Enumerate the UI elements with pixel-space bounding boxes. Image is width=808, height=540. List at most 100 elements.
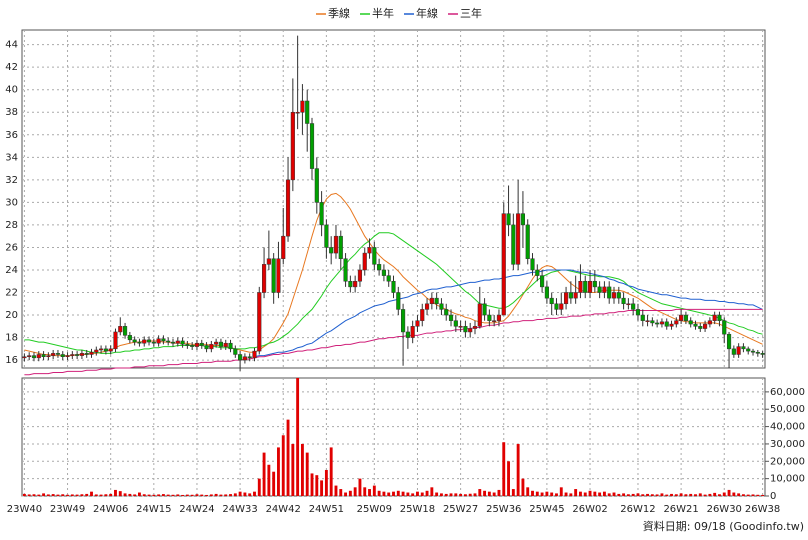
candle-body — [319, 202, 324, 226]
x-tick-label: 24W42 — [266, 504, 301, 515]
candle-body — [372, 247, 377, 265]
candle-body — [228, 342, 233, 350]
volume-bar — [497, 489, 501, 496]
volume-bar — [713, 492, 717, 496]
volume-bar — [46, 494, 50, 496]
candle-body — [209, 344, 214, 350]
candle-body — [357, 269, 363, 282]
volume-bar — [200, 494, 204, 496]
volume-bar — [291, 443, 295, 496]
volume-bar — [339, 489, 343, 496]
volume-bar — [70, 494, 74, 496]
volume-bar — [511, 489, 515, 496]
candle-body — [295, 111, 300, 114]
volume-bar — [579, 491, 582, 496]
volume-bar — [94, 494, 98, 496]
volume-bar — [296, 378, 300, 496]
volume-bar — [334, 485, 338, 496]
candle-body — [703, 323, 708, 329]
candle-body — [343, 258, 348, 282]
volume-bar — [128, 493, 132, 496]
volume-bar — [320, 480, 324, 496]
volume-bar — [593, 491, 597, 496]
volume-bar — [310, 473, 314, 496]
candle-body — [683, 314, 688, 321]
volume-bar — [727, 489, 731, 496]
volume-bar — [756, 494, 760, 496]
y2-tick-label: 60,000 — [770, 387, 805, 398]
volume-bar — [281, 435, 285, 496]
y-tick-label: 20 — [5, 310, 18, 321]
y-tick-label: 16 — [5, 355, 18, 366]
candle-body — [592, 280, 597, 288]
candle-body — [626, 303, 631, 306]
volume-bar — [564, 492, 568, 496]
candle-body — [722, 320, 727, 335]
candle-body — [194, 342, 200, 347]
volume-bar — [42, 493, 46, 496]
volume-bar — [602, 491, 606, 496]
volume-bar — [636, 493, 640, 496]
candle-body — [492, 320, 497, 322]
volume-bar — [209, 494, 213, 496]
candle-body — [362, 252, 367, 271]
x-tick-label: 24W33 — [222, 504, 257, 515]
candle-body — [549, 297, 554, 305]
candle-body — [94, 349, 99, 353]
candle-body — [276, 258, 281, 293]
candle-body — [305, 100, 310, 124]
candle-body — [736, 346, 741, 355]
volume-bar — [526, 487, 530, 496]
candle-body — [166, 340, 171, 343]
volume-bar — [521, 478, 525, 496]
candle-body — [242, 356, 247, 361]
volume-bar — [430, 487, 434, 496]
candle-body — [132, 339, 137, 343]
volume-bar — [531, 490, 534, 496]
candle-body — [204, 345, 209, 350]
ma-line — [24, 192, 763, 357]
candle-body — [46, 355, 51, 357]
candle-body — [607, 286, 612, 299]
candle-body — [127, 335, 132, 341]
y2-tick-label: 30,000 — [770, 439, 805, 450]
candle-body — [36, 354, 41, 359]
volume-bar — [507, 461, 510, 496]
candle-body — [525, 224, 530, 259]
x-tick-label: 26W38 — [745, 504, 780, 515]
candle-body — [563, 292, 569, 305]
y2-tick-label: 50,000 — [770, 404, 805, 415]
candle-body — [650, 320, 655, 324]
volume-bar — [545, 491, 549, 496]
volume-bar — [746, 494, 750, 496]
volume-bar — [138, 492, 141, 496]
candle-body — [108, 348, 113, 352]
candle-body — [424, 303, 430, 310]
legend-label: 年線 — [416, 6, 438, 20]
y-tick-label: 32 — [5, 175, 18, 186]
candle-body — [175, 340, 180, 344]
x-tick-label: 26W02 — [572, 504, 607, 515]
volume-bar — [665, 494, 669, 496]
volume-bar — [224, 494, 228, 496]
volume-bar — [353, 487, 357, 496]
legend-item: 半年 — [360, 6, 394, 20]
volume-bar — [233, 493, 237, 496]
candle-body — [180, 340, 185, 345]
candle-body — [391, 280, 396, 293]
candle-body — [41, 354, 46, 357]
y-tick-label: 44 — [5, 40, 18, 51]
candle-body — [458, 326, 463, 328]
candle-body — [103, 348, 108, 352]
candle-body — [444, 309, 449, 316]
candle-body — [290, 111, 295, 181]
y2-tick-label: 10,000 — [770, 474, 805, 485]
volume-bar — [420, 492, 424, 496]
candle-body — [70, 354, 75, 356]
x-tick-label: 24W15 — [136, 504, 171, 515]
legend-item: 季線 — [316, 6, 350, 20]
candle-body — [602, 286, 607, 293]
volume-bar — [257, 478, 261, 496]
volume-bar — [401, 491, 405, 496]
candle-body — [578, 280, 583, 293]
